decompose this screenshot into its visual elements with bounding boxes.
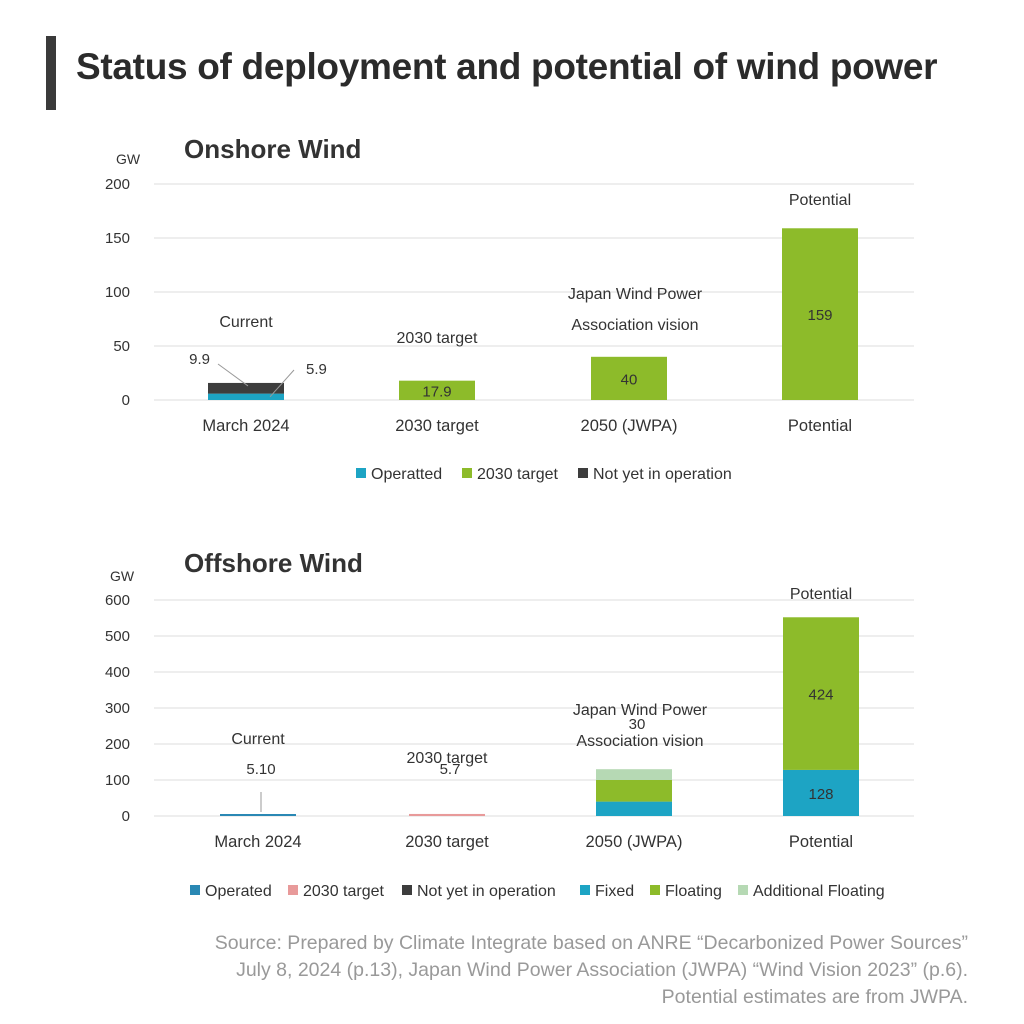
bar-segment bbox=[596, 780, 672, 802]
category-header: Japan Wind Power bbox=[568, 286, 703, 303]
page-title: Status of deployment and potential of wi… bbox=[76, 46, 938, 87]
data-label: 5.9 bbox=[306, 361, 327, 378]
category-header: Potential bbox=[790, 586, 852, 603]
x-tick-label: March 2024 bbox=[214, 833, 301, 851]
x-tick-label: 2050 (JWPA) bbox=[586, 833, 683, 851]
legend-label: Not yet in operation bbox=[593, 466, 732, 483]
category-header: Japan Wind Power bbox=[573, 702, 708, 719]
chart-title: Onshore Wind bbox=[184, 134, 361, 164]
y-tick-label: 150 bbox=[105, 230, 130, 247]
bar-segment bbox=[596, 801, 672, 816]
category-header: 2030 target bbox=[397, 330, 479, 347]
legend-swatch bbox=[650, 885, 660, 895]
data-label: 424 bbox=[808, 687, 833, 704]
bar-segment bbox=[783, 617, 859, 770]
data-label: 40 bbox=[621, 371, 638, 388]
legend-swatch bbox=[462, 468, 472, 478]
legend-swatch bbox=[402, 885, 412, 895]
x-tick-label: March 2024 bbox=[202, 417, 289, 435]
callout-line bbox=[217, 363, 249, 387]
x-tick-label: Potential bbox=[789, 833, 853, 851]
legend-swatch bbox=[738, 885, 748, 895]
chart-title: Offshore Wind bbox=[184, 548, 363, 578]
legend-label: Operatted bbox=[371, 466, 442, 483]
source-note: Source: Prepared by Climate Integrate ba… bbox=[215, 930, 968, 1011]
x-tick-label: 2050 (JWPA) bbox=[581, 417, 678, 435]
data-label: 159 bbox=[807, 307, 832, 324]
y-tick-label: 50 bbox=[113, 338, 130, 355]
category-header: Current bbox=[219, 314, 273, 331]
legend-swatch bbox=[190, 885, 200, 895]
y-tick-label: 400 bbox=[105, 664, 130, 681]
legend-label: 2030 target bbox=[477, 466, 559, 483]
x-tick-label: 2030 target bbox=[395, 417, 479, 435]
x-tick-label: Potential bbox=[788, 417, 852, 435]
category-header: Association vision bbox=[576, 733, 703, 750]
data-label: 17.9 bbox=[422, 383, 451, 400]
bar-segment bbox=[782, 228, 858, 400]
legend-label: 2030 target bbox=[303, 883, 385, 900]
bar-segment bbox=[783, 769, 859, 816]
title-accent-bar bbox=[46, 36, 56, 110]
data-label: 9.9 bbox=[189, 351, 210, 368]
y-tick-label: 100 bbox=[105, 284, 130, 301]
data-label: 5.10 bbox=[246, 761, 275, 778]
data-label: 5.7 bbox=[440, 761, 461, 778]
callout-line bbox=[269, 369, 295, 398]
offshore-wind-chart: Offshore Wind GW 0 100 200 300 400 500 600 5.10 Cu… bbox=[105, 548, 914, 900]
source-line: Potential estimates are from JWPA. bbox=[661, 986, 968, 1008]
y-tick-label: 200 bbox=[105, 736, 130, 753]
bar-segment bbox=[596, 769, 672, 780]
category-header: Current bbox=[231, 731, 285, 748]
y-tick-label: 500 bbox=[105, 628, 130, 645]
y-tick-label: 0 bbox=[122, 808, 130, 825]
x-tick-label: 2030 target bbox=[405, 833, 489, 851]
legend-label: Not yet in operation bbox=[417, 883, 556, 900]
legend-swatch bbox=[356, 468, 366, 478]
bar-segment bbox=[220, 814, 296, 816]
bar-segment bbox=[591, 356, 667, 400]
category-header: Association vision bbox=[571, 317, 698, 334]
category-header: Potential bbox=[789, 192, 851, 209]
bar-segment bbox=[409, 813, 485, 816]
y-tick-label: 300 bbox=[105, 700, 130, 717]
legend-swatch bbox=[578, 468, 588, 478]
bar-segment bbox=[208, 393, 284, 400]
legend-swatch bbox=[580, 885, 590, 895]
data-label: 128 bbox=[808, 786, 833, 803]
legend-label: Fixed bbox=[595, 883, 634, 900]
legend-label: Operated bbox=[205, 883, 272, 900]
axis-unit-label: GW bbox=[110, 568, 135, 584]
legend-label: Floating bbox=[665, 883, 722, 900]
y-tick-label: 100 bbox=[105, 772, 130, 789]
bar-segment bbox=[399, 380, 475, 400]
onshore-wind-chart: Onshore Wind GW 0 50 100 150 200 9.9 5.9 Current M… bbox=[105, 134, 914, 483]
category-header: 2030 target bbox=[407, 750, 489, 767]
y-tick-label: 0 bbox=[122, 392, 130, 409]
bar-segment bbox=[208, 382, 284, 394]
source-line: Source: Prepared by Climate Integrate ba… bbox=[214, 932, 968, 954]
y-tick-label: 200 bbox=[105, 176, 130, 193]
legend-swatch bbox=[288, 885, 298, 895]
data-label: 30 bbox=[629, 716, 646, 733]
axis-unit-label: GW bbox=[116, 151, 141, 167]
source-line: July 8, 2024 (p.13), Japan Wind Power As… bbox=[236, 959, 968, 981]
legend-label: Additional Floating bbox=[753, 883, 885, 900]
y-tick-label: 600 bbox=[105, 592, 130, 609]
